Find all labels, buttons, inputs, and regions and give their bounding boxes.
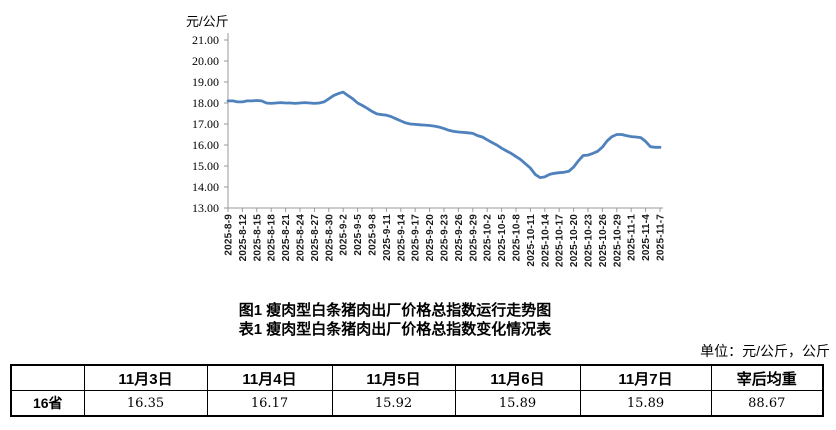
- x-tick-label: 2025-11-1: [627, 214, 638, 261]
- y-tick-label: 17.00: [192, 117, 219, 131]
- row-label: 16省: [10, 390, 85, 417]
- table-title: 表1 瘦肉型白条猪肉出厂价格总指数变化情况表: [238, 321, 552, 338]
- value-cell: 15.92: [331, 390, 456, 417]
- y-tick-label: 15.00: [192, 159, 219, 173]
- y-tick-label: 14.00: [192, 180, 219, 194]
- x-tick-label: 2025-10-26: [598, 214, 609, 267]
- unit-note: 单位：元/公斤，公斤: [700, 343, 830, 359]
- x-tick-label: 2025-9-2: [339, 214, 350, 256]
- table-row: 16省 16.35 16.17 15.92 15.89 15.89 88.67: [10, 390, 824, 417]
- x-tick-label: 2025-8-24: [296, 214, 307, 262]
- x-tick-label: 2025-10-11: [526, 214, 537, 267]
- price-table: 11月3日 11月4日 11月5日 11月6日 11月7日 宰后均重 16省 16.35 16…: [10, 364, 824, 417]
- x-tick-label: 2025-8-12: [238, 214, 249, 262]
- x-tick-label: 2025-9-5: [353, 214, 364, 256]
- value-cell: 16.17: [206, 390, 333, 417]
- x-tick-label: 2025-10-5: [497, 214, 508, 262]
- x-tick-label: 2025-11-7: [656, 214, 667, 261]
- value-cell: 15.89: [579, 390, 712, 417]
- axes: [227, 33, 663, 209]
- y-tick-label: 13.00: [192, 201, 219, 215]
- x-tick-label: 2025-9-11: [382, 214, 393, 261]
- corner-header: [10, 364, 85, 391]
- x-tick-label: 2025-8-18: [267, 214, 278, 262]
- x-tick-label: 2025-9-8: [368, 214, 379, 256]
- figure-title: 图1 瘦肉型白条猪肉出厂价格总指数运行走势图: [238, 302, 552, 319]
- x-tick-label: 2025-8-27: [310, 214, 321, 262]
- value-cell: 15.89: [454, 390, 581, 417]
- x-tick-label: 2025-9-20: [425, 214, 436, 262]
- x-tick-label: 2025-9-17: [411, 214, 422, 262]
- x-tick-label: 2025-8-30: [324, 214, 335, 262]
- x-tick-label: 2025-9-23: [440, 214, 451, 262]
- col-header: 11月4日: [206, 364, 333, 391]
- x-tick-label: 2025-8-21: [281, 214, 292, 262]
- x-tick-label: 2025-10-17: [555, 214, 566, 267]
- price-index-line-chart: 13.00 14.00 15.00 16.00 17.00 18.00 19.00 20.00…: [186, 14, 667, 267]
- x-tick-label: 2025-10-20: [569, 214, 580, 267]
- table-header-row: 11月3日 11月4日 11月5日 11月6日 11月7日 宰后均重: [10, 364, 824, 391]
- price-line: [226, 90, 662, 180]
- y-tick-label: 21.00: [192, 33, 219, 47]
- value-cell: 16.35: [83, 390, 208, 417]
- col-header: 11月3日: [83, 364, 208, 391]
- x-tick-label: 2025-9-26: [454, 214, 465, 262]
- x-tick-label: 2025-11-4: [641, 214, 652, 261]
- y-tick-label: 16.00: [192, 138, 219, 152]
- y-tick-label: 19.00: [192, 75, 219, 89]
- x-tick-label: 2025-9-14: [396, 214, 407, 262]
- x-tick-label: 2025-10-2: [483, 214, 494, 262]
- caption-block: 图1 瘦肉型白条猪肉出厂价格总指数运行走势图 表1 瘦肉型白条猪肉出厂价格总指数…: [0, 301, 790, 339]
- x-tick-label: 2025-10-29: [612, 214, 623, 267]
- value-cell: 88.67: [710, 390, 824, 417]
- col-header: 11月7日: [579, 364, 712, 391]
- col-header: 宰后均重: [710, 364, 824, 391]
- y-tick-label: 20.00: [192, 54, 219, 68]
- col-header: 11月6日: [454, 364, 581, 391]
- y-axis-unit-label: 元/公斤: [186, 14, 229, 29]
- x-tick-label: 2025-10-8: [512, 214, 523, 262]
- x-tick-label: 2025-9-29: [468, 214, 479, 262]
- y-tick-label: 18.00: [192, 96, 219, 110]
- x-tick-label: 2025-8-9: [224, 214, 235, 256]
- x-tick-label: 2025-10-23: [584, 214, 595, 267]
- col-header: 11月5日: [331, 364, 456, 391]
- x-tick-label: 2025-10-14: [540, 214, 551, 267]
- x-tick-label: 2025-8-15: [252, 214, 263, 262]
